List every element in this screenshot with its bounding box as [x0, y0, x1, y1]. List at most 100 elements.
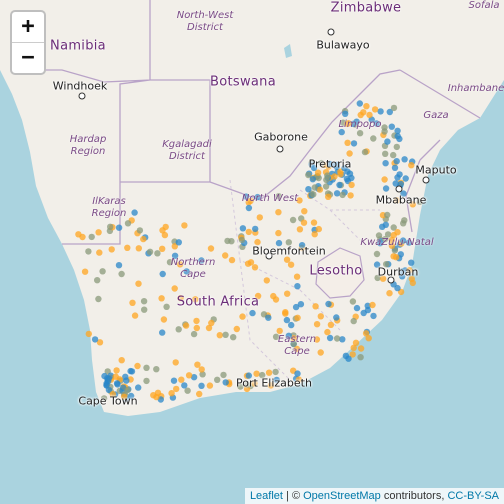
map-marker[interactable]	[113, 367, 120, 374]
map-marker[interactable]	[247, 259, 255, 266]
map-marker[interactable]	[399, 273, 406, 280]
map-marker[interactable]	[316, 186, 324, 193]
map-marker[interactable]	[207, 245, 215, 252]
map-marker[interactable]	[390, 253, 397, 260]
map-marker[interactable]	[190, 374, 198, 381]
map-marker[interactable]	[228, 256, 236, 264]
zoom-in-button[interactable]: +	[12, 12, 44, 43]
map-marker[interactable]	[305, 171, 312, 179]
map-marker[interactable]	[357, 354, 364, 361]
map-marker[interactable]	[122, 373, 129, 380]
map-marker[interactable]	[159, 270, 166, 278]
license-link[interactable]: CC-BY-SA	[447, 490, 499, 502]
map-marker[interactable]	[381, 176, 388, 183]
map-marker[interactable]	[317, 313, 324, 320]
map-marker[interactable]	[193, 324, 200, 332]
map-marker[interactable]	[396, 171, 403, 178]
map-marker[interactable]	[325, 300, 332, 308]
map-marker[interactable]	[168, 390, 175, 397]
map-marker[interactable]	[275, 229, 282, 237]
map-marker[interactable]	[363, 103, 370, 110]
map-marker[interactable]	[141, 306, 148, 313]
map-marker[interactable]	[344, 139, 351, 146]
map-marker[interactable]	[339, 191, 346, 199]
map-marker[interactable]	[311, 231, 318, 238]
leaflet-link[interactable]: Leaflet	[249, 490, 283, 502]
map-marker[interactable]	[107, 223, 114, 230]
map-marker[interactable]	[317, 349, 324, 356]
map-marker[interactable]	[121, 393, 128, 400]
map-marker[interactable]	[296, 226, 304, 233]
map-marker[interactable]	[350, 344, 357, 351]
map-marker[interactable]	[350, 317, 357, 325]
map-marker[interactable]	[166, 259, 174, 266]
map-marker[interactable]	[173, 385, 180, 393]
map-marker[interactable]	[105, 375, 112, 382]
map-marker[interactable]	[401, 156, 408, 163]
map-marker[interactable]	[159, 227, 166, 234]
map-marker[interactable]	[373, 250, 381, 258]
map-marker[interactable]	[198, 366, 205, 373]
map-marker[interactable]	[124, 386, 131, 394]
map-marker[interactable]	[322, 183, 330, 190]
map-marker[interactable]	[282, 310, 289, 317]
map-marker[interactable]	[206, 382, 214, 389]
map-marker[interactable]	[390, 231, 397, 239]
map-marker[interactable]	[146, 248, 154, 255]
map-marker[interactable]	[216, 332, 223, 339]
map-marker[interactable]	[310, 219, 318, 226]
map-marker[interactable]	[338, 128, 345, 136]
map-marker[interactable]	[356, 100, 363, 107]
map-marker[interactable]	[198, 382, 205, 389]
map-marker[interactable]	[222, 379, 229, 386]
map-marker[interactable]	[313, 321, 321, 328]
map-marker[interactable]	[190, 330, 198, 338]
map-marker[interactable]	[251, 380, 258, 387]
map-marker[interactable]	[399, 237, 407, 244]
map-marker[interactable]	[237, 383, 244, 390]
map-marker[interactable]	[361, 148, 369, 156]
map-marker[interactable]	[222, 331, 229, 338]
map-marker[interactable]	[109, 391, 117, 398]
map-marker[interactable]	[245, 204, 253, 212]
map-marker[interactable]	[108, 246, 115, 253]
map-marker[interactable]	[159, 245, 166, 252]
map-marker[interactable]	[254, 193, 261, 201]
map-marker[interactable]	[289, 216, 297, 224]
map-marker[interactable]	[272, 368, 279, 376]
map-marker[interactable]	[332, 161, 339, 169]
map-marker[interactable]	[175, 239, 182, 246]
map-marker[interactable]	[158, 295, 165, 302]
map-marker[interactable]	[265, 369, 273, 376]
map-marker[interactable]	[230, 334, 237, 341]
map-marker[interactable]	[298, 242, 306, 249]
map-marker[interactable]	[326, 161, 333, 168]
map-marker[interactable]	[129, 299, 136, 306]
map-marker[interactable]	[388, 242, 396, 249]
map-marker[interactable]	[311, 184, 318, 191]
map-marker[interactable]	[349, 298, 357, 305]
map-marker[interactable]	[379, 223, 386, 230]
map-marker[interactable]	[85, 330, 93, 338]
map-marker[interactable]	[263, 277, 270, 284]
map-marker[interactable]	[96, 339, 104, 346]
map-marker[interactable]	[382, 185, 390, 192]
map-marker[interactable]	[253, 370, 260, 377]
map-marker[interactable]	[294, 370, 301, 377]
map-marker[interactable]	[198, 257, 205, 264]
map-marker[interactable]	[127, 367, 134, 375]
map-marker[interactable]	[384, 231, 392, 238]
map-marker[interactable]	[124, 244, 131, 251]
map-marker[interactable]	[327, 321, 335, 328]
map-marker[interactable]	[347, 192, 354, 199]
map-marker[interactable]	[194, 361, 201, 368]
map-marker[interactable]	[379, 275, 387, 282]
map-marker[interactable]	[81, 268, 89, 275]
map-marker[interactable]	[171, 243, 178, 250]
map-marker[interactable]	[100, 395, 108, 402]
map-marker[interactable]	[124, 220, 132, 227]
map-marker[interactable]	[134, 362, 141, 370]
map-marker[interactable]	[252, 225, 259, 233]
map-marker[interactable]	[193, 317, 200, 325]
map-marker[interactable]	[136, 227, 144, 234]
